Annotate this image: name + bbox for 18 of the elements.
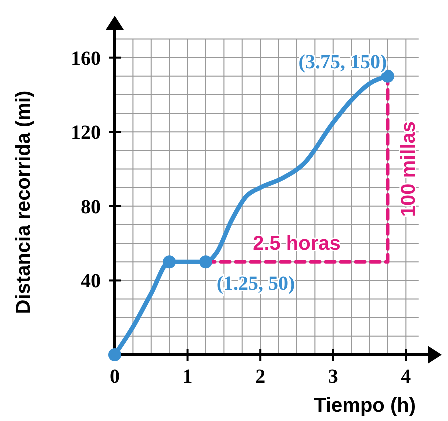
annotation: 100 millas bbox=[398, 121, 420, 218]
point bbox=[108, 348, 122, 362]
x-tick-label: 2 bbox=[256, 366, 266, 388]
x-axis-title: Tiempo (h) bbox=[314, 395, 416, 417]
annotation: (1.25, 50) bbox=[216, 273, 296, 296]
y-tick-label: 80 bbox=[81, 196, 101, 218]
x-tick-label: 4 bbox=[401, 366, 412, 388]
x-tick-label: 0 bbox=[110, 366, 120, 388]
y-tick-label: 160 bbox=[71, 48, 101, 70]
x-tick-label: 1 bbox=[182, 366, 193, 388]
annotation: 2.5 horas bbox=[253, 233, 341, 256]
y-axis-title: Distancia recorrida (mi) bbox=[13, 90, 35, 314]
point bbox=[199, 256, 212, 269]
y-tick-label: 40 bbox=[81, 270, 101, 293]
x-tick-label: 3 bbox=[328, 366, 338, 388]
y-tick-label: 120 bbox=[71, 122, 101, 144]
point bbox=[163, 256, 176, 269]
annotation: (3.75, 150) bbox=[298, 51, 388, 74]
